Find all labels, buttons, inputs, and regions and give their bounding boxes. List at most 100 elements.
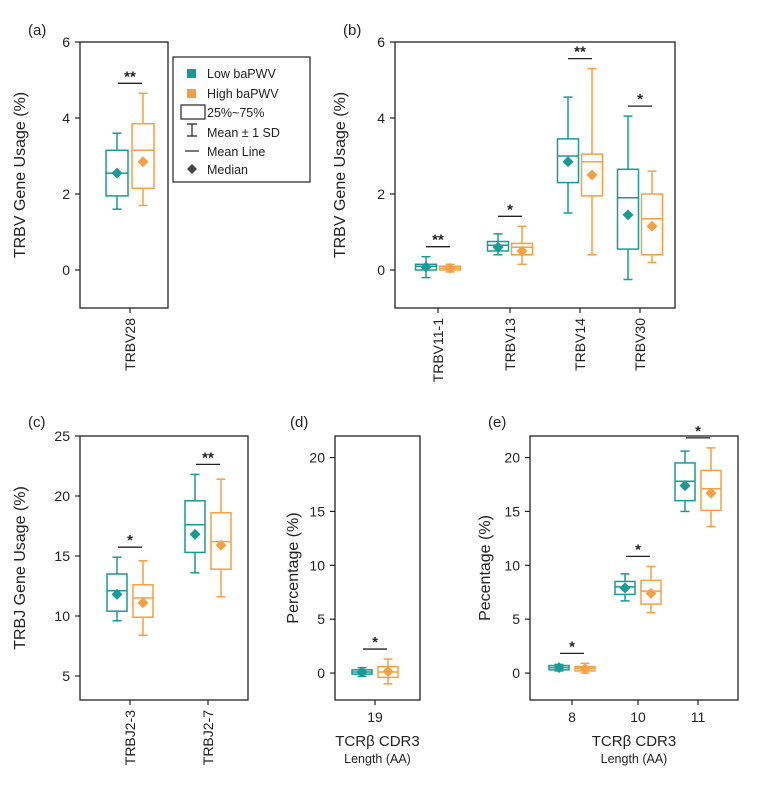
panel: (d) 0 5 10 15 20 Percentage (%) 19 TCRβ CDR3 Leng… xyxy=(285,414,421,766)
median-marker xyxy=(189,528,201,540)
low-bapwv-box xyxy=(486,233,510,256)
x-tick-label: 19 xyxy=(367,709,383,725)
panel: (a) 0 2 4 6 TRBV Gene Usage (%) TRBV28 ** xyxy=(12,22,169,371)
plot-frame xyxy=(79,41,169,309)
low-bapwv-box xyxy=(616,115,640,281)
y-tick-label: 2 xyxy=(62,186,70,202)
median-marker xyxy=(382,665,394,677)
y-axis-title: Pecentage (%) xyxy=(477,515,494,621)
y-tick-label: 15 xyxy=(309,503,325,519)
low-bapwv-box xyxy=(674,450,696,513)
y-axis-title: TRBJ Gene Usage (%) xyxy=(12,486,29,650)
y-tick-label: 0 xyxy=(317,665,325,681)
panel: (c) 5 10 15 20 25 TRBJ Gene Usage (%) TRBJ2-3 TR… xyxy=(12,414,249,765)
low-bapwv-box xyxy=(105,132,129,210)
panel-label: (b) xyxy=(343,22,361,39)
y-axis-title: TRBV Gene Usage (%) xyxy=(12,92,29,258)
y-axis-title: Percentage (%) xyxy=(285,512,302,623)
significance-label: ** xyxy=(574,44,586,61)
panel-label: (d) xyxy=(290,414,308,431)
y-tick-label: 15 xyxy=(54,548,70,564)
median-marker xyxy=(492,241,504,253)
x-axis-subtitle: Length (AA) xyxy=(601,752,668,766)
legend-low-swatch xyxy=(187,69,196,78)
plot-frame xyxy=(529,435,739,701)
panel-label: (c) xyxy=(28,414,46,431)
y-tick-label: 25 xyxy=(54,428,70,444)
y-tick-label: 2 xyxy=(377,186,385,202)
median-marker xyxy=(579,663,591,675)
y-tick-label: 20 xyxy=(54,488,70,504)
panel-label: (e) xyxy=(488,414,506,431)
median-marker xyxy=(562,156,574,168)
high-bapwv-box xyxy=(438,262,462,274)
plot-frame xyxy=(79,435,249,701)
significance-label: ** xyxy=(124,68,136,85)
y-tick-label: 6 xyxy=(62,34,70,50)
legend-box-label: 25%~75% xyxy=(207,106,264,120)
legend-median-label: Median xyxy=(207,163,248,177)
y-tick-label: 10 xyxy=(504,557,520,573)
y-tick-label: 0 xyxy=(377,262,385,278)
legend-high-swatch xyxy=(187,89,196,98)
significance-label: * xyxy=(635,541,641,558)
x-tick-label: 11 xyxy=(691,709,706,725)
median-marker xyxy=(553,662,565,674)
x-tick-label: TRBV28 xyxy=(122,318,138,371)
x-tick-label: TRBV14 xyxy=(572,318,588,371)
iqr-box xyxy=(616,168,640,250)
y-tick-label: 0 xyxy=(62,262,70,278)
x-tick-label: TRBJ2-7 xyxy=(200,710,216,765)
x-axis-title: TCRβ CDR3 xyxy=(335,733,419,750)
y-tick-label: 15 xyxy=(504,503,520,519)
significance-label: ** xyxy=(202,449,214,466)
legend-sd-whisker-icon xyxy=(187,123,197,137)
y-tick-label: 4 xyxy=(377,110,385,126)
legend-high-label: High baPWV xyxy=(207,87,279,101)
median-marker xyxy=(679,480,691,492)
high-bapwv-box xyxy=(131,92,155,207)
x-tick-label: TRBJ2-3 xyxy=(122,710,138,765)
legend-mean-label: Mean Line xyxy=(207,145,265,159)
panel-label: (a) xyxy=(28,22,46,39)
legend: Low baPWV High baPWV 25%~75% Mean ± 1 SD… xyxy=(172,56,311,183)
panel: (e) 0 5 10 15 20 Pecentage (%) 8 10 11 TCRβ CDR3 Le… xyxy=(477,414,739,766)
low-bapwv-box xyxy=(614,573,636,602)
median-marker xyxy=(622,209,634,221)
x-tick-label: TRBV13 xyxy=(502,318,518,371)
high-bapwv-box xyxy=(640,565,662,614)
median-marker xyxy=(420,261,432,273)
low-bapwv-box xyxy=(548,662,570,674)
median-marker xyxy=(516,245,528,257)
significance-label: * xyxy=(372,634,378,651)
x-tick-label: TRBV30 xyxy=(632,318,648,371)
significance-label: * xyxy=(637,91,643,108)
y-tick-label: 10 xyxy=(309,557,325,573)
high-bapwv-box xyxy=(574,662,596,675)
x-tick-label: 8 xyxy=(568,709,576,725)
median-marker xyxy=(137,156,149,168)
high-bapwv-box xyxy=(132,560,154,636)
low-bapwv-box xyxy=(351,666,373,678)
high-bapwv-box xyxy=(377,658,399,685)
significance-label: * xyxy=(507,201,513,218)
significance-label: ** xyxy=(432,232,444,249)
y-tick-label: 5 xyxy=(62,668,70,684)
significance-label: * xyxy=(695,423,701,440)
median-marker xyxy=(619,582,631,594)
legend-sd-label: Mean ± 1 SD xyxy=(207,126,280,140)
y-tick-label: 6 xyxy=(377,34,385,50)
iqr-box xyxy=(184,500,206,554)
y-tick-label: 0 xyxy=(512,665,520,681)
iqr-box xyxy=(131,122,155,190)
high-bapwv-box xyxy=(510,225,534,266)
y-tick-label: 5 xyxy=(512,611,520,627)
low-bapwv-box xyxy=(556,96,580,214)
median-marker xyxy=(645,587,657,599)
high-bapwv-box xyxy=(640,170,664,264)
plot-frame xyxy=(394,41,676,309)
x-axis-subtitle: Length (AA) xyxy=(344,752,411,766)
low-bapwv-box xyxy=(106,556,128,622)
y-tick-label: 5 xyxy=(317,611,325,627)
